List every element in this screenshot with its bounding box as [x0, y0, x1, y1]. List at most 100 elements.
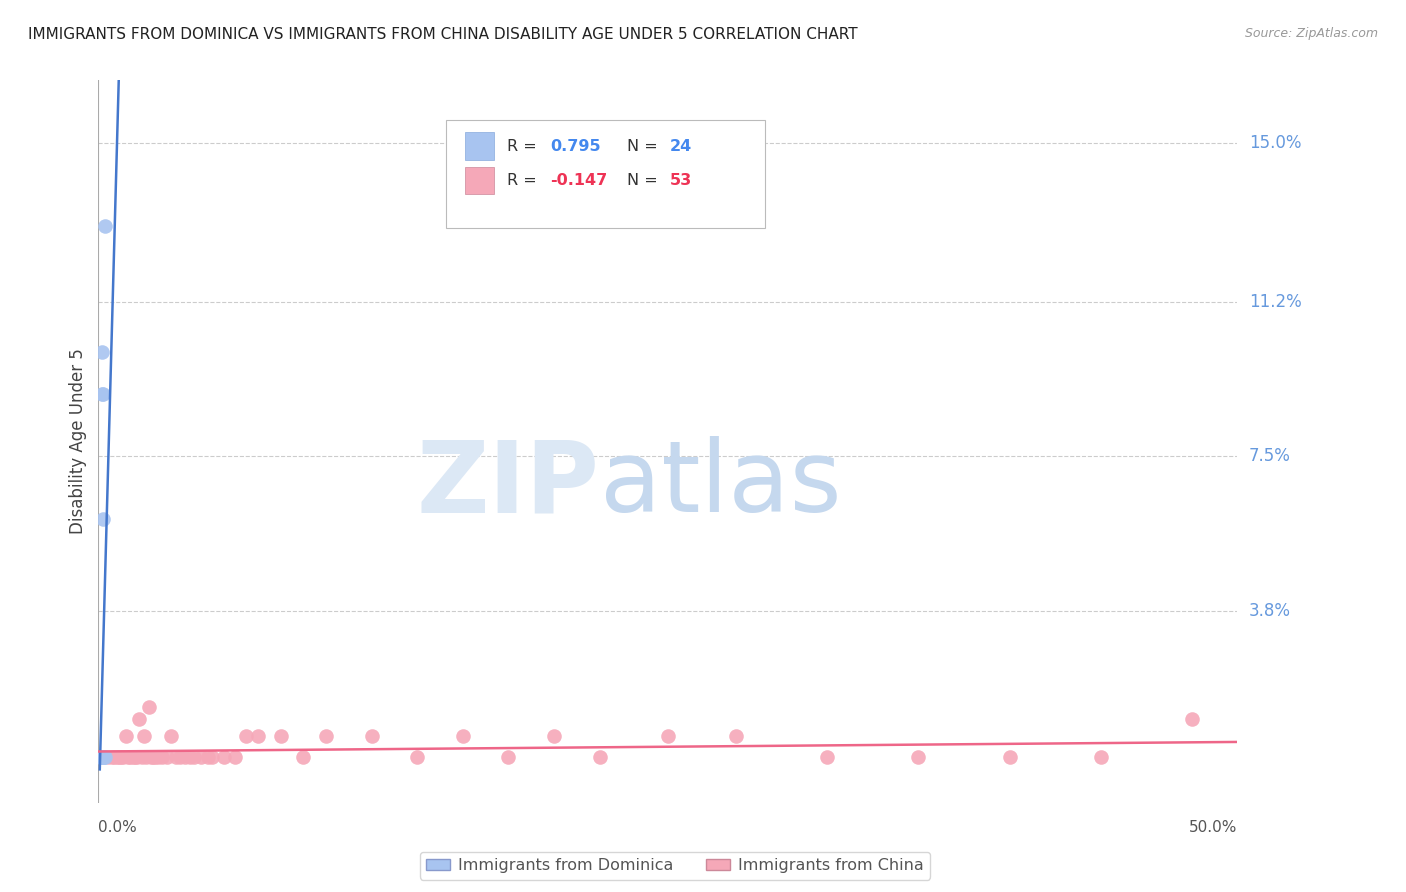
Point [160, 729, 183, 743]
Point [360, 729, 382, 743]
Text: 53: 53 [671, 173, 692, 188]
Point [91, 749, 114, 764]
Legend: Immigrants from Dominica, Immigrants from China: Immigrants from Dominica, Immigrants fro… [420, 852, 929, 880]
Point [91, 749, 114, 764]
Point [657, 729, 679, 743]
Point [270, 729, 292, 743]
Point [224, 749, 246, 764]
Text: R =: R = [508, 138, 543, 153]
Text: 0.0%: 0.0% [98, 820, 138, 835]
Point [451, 729, 474, 743]
Point [91, 749, 114, 764]
Point [183, 749, 205, 764]
Point [91, 386, 114, 401]
Point [815, 749, 838, 764]
Point [117, 749, 139, 764]
Point [1090, 749, 1112, 764]
Point [138, 699, 160, 714]
Point [112, 749, 135, 764]
Point [91, 749, 114, 764]
Point [131, 749, 153, 764]
Text: 50.0%: 50.0% [1189, 820, 1237, 835]
Point [725, 729, 748, 743]
Point [128, 712, 150, 726]
Point [91, 749, 114, 764]
Point [132, 729, 155, 743]
Point [588, 749, 610, 764]
Point [94, 749, 117, 764]
Point [91, 749, 114, 764]
Y-axis label: Disability Age Under 5: Disability Age Under 5 [69, 349, 87, 534]
Point [998, 749, 1021, 764]
FancyBboxPatch shape [465, 167, 494, 194]
Point [120, 749, 142, 764]
FancyBboxPatch shape [446, 120, 765, 228]
Point [94, 219, 117, 234]
Point [91, 749, 114, 764]
Point [121, 749, 143, 764]
Point [197, 749, 219, 764]
Point [150, 749, 173, 764]
Point [139, 749, 162, 764]
Point [110, 749, 132, 764]
Point [90, 749, 112, 764]
Point [315, 729, 337, 743]
Point [90, 749, 112, 764]
Text: 3.8%: 3.8% [1249, 602, 1291, 620]
Point [246, 729, 269, 743]
Point [103, 749, 125, 764]
Point [179, 749, 201, 764]
Point [127, 749, 149, 764]
Point [165, 749, 187, 764]
Text: -0.147: -0.147 [551, 173, 607, 188]
Text: R =: R = [508, 173, 543, 188]
Point [90, 749, 112, 764]
Point [90, 344, 112, 359]
Point [124, 749, 146, 764]
Text: ZIP: ZIP [416, 436, 599, 533]
Point [146, 749, 169, 764]
Text: Source: ZipAtlas.com: Source: ZipAtlas.com [1244, 27, 1378, 40]
Point [105, 749, 128, 764]
FancyBboxPatch shape [465, 132, 494, 160]
Text: IMMIGRANTS FROM DOMINICA VS IMMIGRANTS FROM CHINA DISABILITY AGE UNDER 5 CORRELA: IMMIGRANTS FROM DOMINICA VS IMMIGRANTS F… [28, 27, 858, 42]
Point [292, 749, 315, 764]
Text: 11.2%: 11.2% [1249, 293, 1302, 310]
Point [90, 749, 112, 764]
Point [235, 729, 257, 743]
Point [91, 749, 114, 764]
Point [498, 749, 520, 764]
Point [91, 749, 114, 764]
Text: N =: N = [627, 138, 662, 153]
Point [90, 749, 112, 764]
Point [114, 729, 136, 743]
Point [212, 749, 235, 764]
Point [142, 749, 165, 764]
Text: N =: N = [627, 173, 662, 188]
Point [406, 749, 429, 764]
Point [108, 749, 131, 764]
Point [145, 749, 167, 764]
Point [101, 749, 124, 764]
Text: 7.5%: 7.5% [1249, 447, 1291, 465]
Point [91, 749, 114, 764]
Text: 15.0%: 15.0% [1249, 134, 1301, 152]
Point [169, 749, 191, 764]
Point [156, 749, 179, 764]
Text: atlas: atlas [599, 436, 841, 533]
Point [135, 749, 157, 764]
Point [90, 749, 112, 764]
Point [1181, 712, 1204, 726]
Point [90, 386, 112, 401]
Point [174, 749, 197, 764]
Text: 0.795: 0.795 [551, 138, 602, 153]
Point [190, 749, 212, 764]
Point [91, 512, 114, 526]
Point [90, 749, 112, 764]
Point [201, 749, 224, 764]
Point [90, 749, 112, 764]
Point [543, 729, 565, 743]
Point [907, 749, 929, 764]
Text: 24: 24 [671, 138, 692, 153]
Point [96, 749, 118, 764]
